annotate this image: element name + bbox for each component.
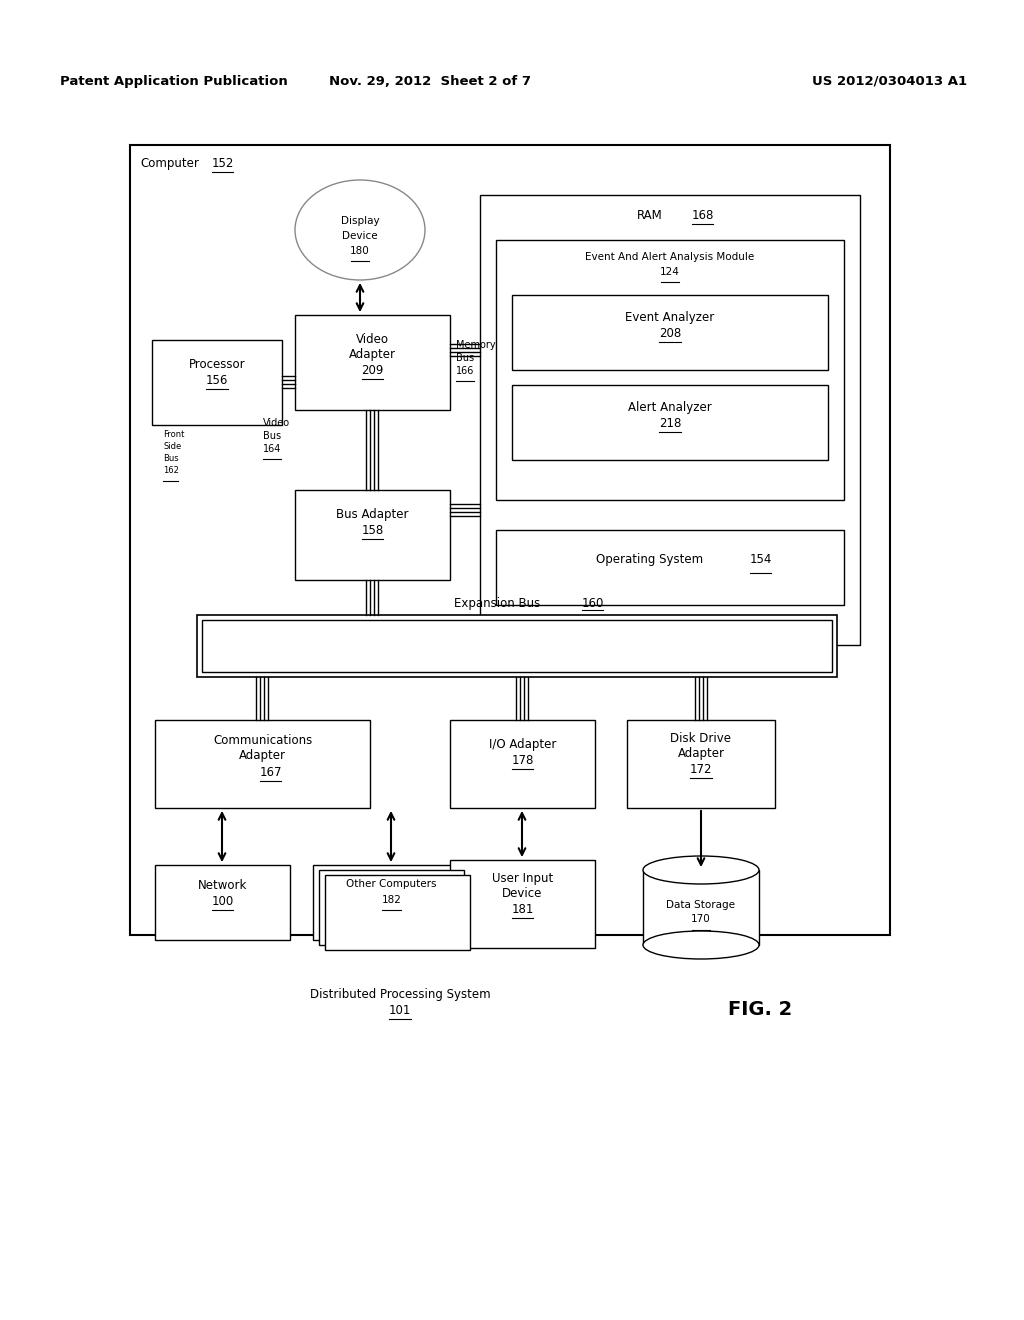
Bar bbox=[197, 615, 837, 677]
Bar bbox=[295, 315, 450, 411]
Text: Bus: Bus bbox=[263, 432, 282, 441]
Text: Bus: Bus bbox=[163, 454, 178, 463]
Ellipse shape bbox=[295, 180, 425, 280]
Bar bbox=[319, 870, 464, 945]
Text: 209: 209 bbox=[361, 364, 384, 378]
Text: Memory: Memory bbox=[456, 341, 496, 350]
Text: Distributed Processing System: Distributed Processing System bbox=[309, 987, 490, 1001]
Text: Device: Device bbox=[503, 887, 543, 900]
Text: 156: 156 bbox=[206, 374, 228, 387]
Text: User Input: User Input bbox=[492, 873, 553, 884]
Text: 218: 218 bbox=[658, 417, 681, 430]
Text: Bus Adapter: Bus Adapter bbox=[336, 508, 409, 521]
Bar bbox=[130, 145, 890, 935]
Bar bbox=[295, 490, 450, 579]
Text: 182: 182 bbox=[382, 895, 401, 906]
Bar bbox=[512, 385, 828, 459]
Text: Adapter: Adapter bbox=[678, 747, 725, 760]
Bar bbox=[627, 719, 775, 808]
Text: Bus: Bus bbox=[456, 352, 474, 363]
Text: Communications: Communications bbox=[213, 734, 312, 747]
Text: Nov. 29, 2012  Sheet 2 of 7: Nov. 29, 2012 Sheet 2 of 7 bbox=[329, 75, 531, 88]
Bar bbox=[313, 865, 458, 940]
Bar bbox=[152, 341, 282, 425]
Text: Alert Analyzer: Alert Analyzer bbox=[628, 401, 712, 414]
Ellipse shape bbox=[643, 855, 759, 884]
Text: Disk Drive: Disk Drive bbox=[671, 733, 731, 744]
Text: 168: 168 bbox=[692, 209, 715, 222]
Text: Front: Front bbox=[163, 430, 184, 440]
Text: 162: 162 bbox=[163, 466, 179, 475]
Text: 100: 100 bbox=[211, 895, 233, 908]
Bar bbox=[155, 865, 290, 940]
Text: FIG. 2: FIG. 2 bbox=[728, 1001, 793, 1019]
Text: Processor: Processor bbox=[188, 358, 246, 371]
Bar bbox=[643, 870, 759, 945]
Text: RAM: RAM bbox=[637, 209, 663, 222]
Bar bbox=[202, 620, 831, 672]
Bar bbox=[512, 294, 828, 370]
Text: 170: 170 bbox=[691, 915, 711, 924]
Text: Display: Display bbox=[341, 216, 379, 226]
Text: Network: Network bbox=[198, 879, 247, 892]
Bar bbox=[496, 531, 844, 605]
Bar bbox=[480, 195, 860, 645]
Text: 181: 181 bbox=[511, 903, 534, 916]
Text: Adapter: Adapter bbox=[239, 748, 286, 762]
Text: 167: 167 bbox=[259, 766, 282, 779]
Text: Event Analyzer: Event Analyzer bbox=[626, 312, 715, 323]
Text: 164: 164 bbox=[263, 444, 282, 454]
Bar bbox=[496, 240, 844, 500]
Text: 178: 178 bbox=[511, 754, 534, 767]
Bar bbox=[155, 719, 370, 808]
Text: I/O Adapter: I/O Adapter bbox=[488, 738, 556, 751]
Text: 208: 208 bbox=[658, 327, 681, 341]
Text: Side: Side bbox=[163, 442, 181, 451]
Text: Device: Device bbox=[342, 231, 378, 242]
Text: Other Computers: Other Computers bbox=[346, 879, 437, 888]
Text: Expansion Bus: Expansion Bus bbox=[454, 597, 540, 610]
Text: US 2012/0304013 A1: US 2012/0304013 A1 bbox=[812, 75, 968, 88]
Text: 101: 101 bbox=[389, 1005, 412, 1016]
Text: Event And Alert Analysis Module: Event And Alert Analysis Module bbox=[586, 252, 755, 261]
Text: Video: Video bbox=[263, 418, 290, 428]
Text: 160: 160 bbox=[582, 597, 604, 610]
Text: 154: 154 bbox=[750, 553, 772, 566]
Text: Adapter: Adapter bbox=[349, 348, 396, 360]
Text: Data Storage: Data Storage bbox=[667, 899, 735, 909]
Bar bbox=[450, 861, 595, 948]
Text: 124: 124 bbox=[660, 267, 680, 277]
Text: Patent Application Publication: Patent Application Publication bbox=[60, 75, 288, 88]
Bar bbox=[450, 719, 595, 808]
Text: 180: 180 bbox=[350, 246, 370, 256]
Text: Video: Video bbox=[356, 333, 389, 346]
Text: 166: 166 bbox=[456, 366, 474, 376]
Text: 152: 152 bbox=[212, 157, 234, 170]
Ellipse shape bbox=[643, 931, 759, 960]
Text: Computer: Computer bbox=[140, 157, 199, 170]
Bar bbox=[325, 875, 470, 950]
Text: 172: 172 bbox=[690, 763, 713, 776]
Text: 158: 158 bbox=[361, 524, 384, 537]
Text: Operating System: Operating System bbox=[596, 553, 703, 566]
